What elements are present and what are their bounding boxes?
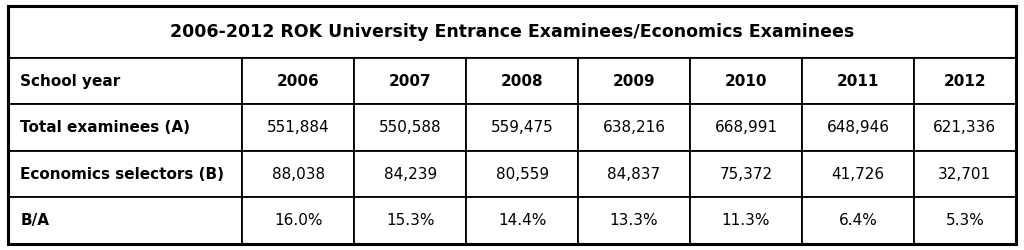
Bar <box>579 104 690 151</box>
Text: 2012: 2012 <box>943 74 986 88</box>
Text: 14.4%: 14.4% <box>498 213 546 228</box>
Text: 80,559: 80,559 <box>496 166 549 182</box>
Text: 2009: 2009 <box>612 74 655 88</box>
Text: 41,726: 41,726 <box>831 166 885 182</box>
Text: 16.0%: 16.0% <box>274 213 323 228</box>
Text: 11.3%: 11.3% <box>722 213 770 228</box>
Bar <box>243 197 354 244</box>
Text: 84,239: 84,239 <box>384 166 437 182</box>
Text: 84,837: 84,837 <box>607 166 660 182</box>
Bar <box>8 151 243 197</box>
Bar <box>466 151 579 197</box>
Text: 621,336: 621,336 <box>933 120 996 135</box>
Bar <box>243 104 354 151</box>
Bar <box>354 58 466 104</box>
Bar <box>802 197 914 244</box>
Bar <box>690 151 802 197</box>
Text: 551,884: 551,884 <box>267 120 330 135</box>
Bar <box>802 58 914 104</box>
Text: Total examinees (A): Total examinees (A) <box>20 120 190 135</box>
Bar <box>579 151 690 197</box>
Bar <box>914 104 1016 151</box>
Bar <box>802 151 914 197</box>
Text: 668,991: 668,991 <box>715 120 777 135</box>
Text: B/A: B/A <box>20 213 49 228</box>
Bar <box>579 197 690 244</box>
Bar <box>243 58 354 104</box>
Bar <box>690 58 802 104</box>
Text: 6.4%: 6.4% <box>839 213 878 228</box>
Text: 15.3%: 15.3% <box>386 213 434 228</box>
Text: 2006: 2006 <box>276 74 319 88</box>
Bar <box>690 197 802 244</box>
Text: 559,475: 559,475 <box>490 120 553 135</box>
Bar <box>579 58 690 104</box>
Bar <box>466 104 579 151</box>
Text: 638,216: 638,216 <box>602 120 666 135</box>
Text: 75,372: 75,372 <box>720 166 772 182</box>
Text: 2008: 2008 <box>501 74 544 88</box>
Bar <box>354 197 466 244</box>
Text: School year: School year <box>20 74 121 88</box>
Bar <box>243 151 354 197</box>
Bar <box>8 197 243 244</box>
Bar <box>8 104 243 151</box>
Bar <box>466 197 579 244</box>
Text: 2010: 2010 <box>725 74 767 88</box>
Text: 88,038: 88,038 <box>271 166 325 182</box>
Text: 5.3%: 5.3% <box>945 213 984 228</box>
Bar <box>914 151 1016 197</box>
Text: Economics selectors (B): Economics selectors (B) <box>20 166 224 182</box>
Text: 2011: 2011 <box>837 74 880 88</box>
Bar <box>914 197 1016 244</box>
Bar <box>914 58 1016 104</box>
Text: 13.3%: 13.3% <box>609 213 658 228</box>
Bar <box>466 58 579 104</box>
Text: 550,588: 550,588 <box>379 120 441 135</box>
Bar <box>8 58 243 104</box>
Bar <box>354 104 466 151</box>
Bar <box>802 104 914 151</box>
Bar <box>8 6 1016 58</box>
Text: 2007: 2007 <box>389 74 431 88</box>
Text: 32,701: 32,701 <box>938 166 991 182</box>
Bar <box>354 151 466 197</box>
Bar <box>690 104 802 151</box>
Text: 2006-2012 ROK University Entrance Examinees/Economics Examinees: 2006-2012 ROK University Entrance Examin… <box>170 23 854 41</box>
Text: 648,946: 648,946 <box>826 120 890 135</box>
